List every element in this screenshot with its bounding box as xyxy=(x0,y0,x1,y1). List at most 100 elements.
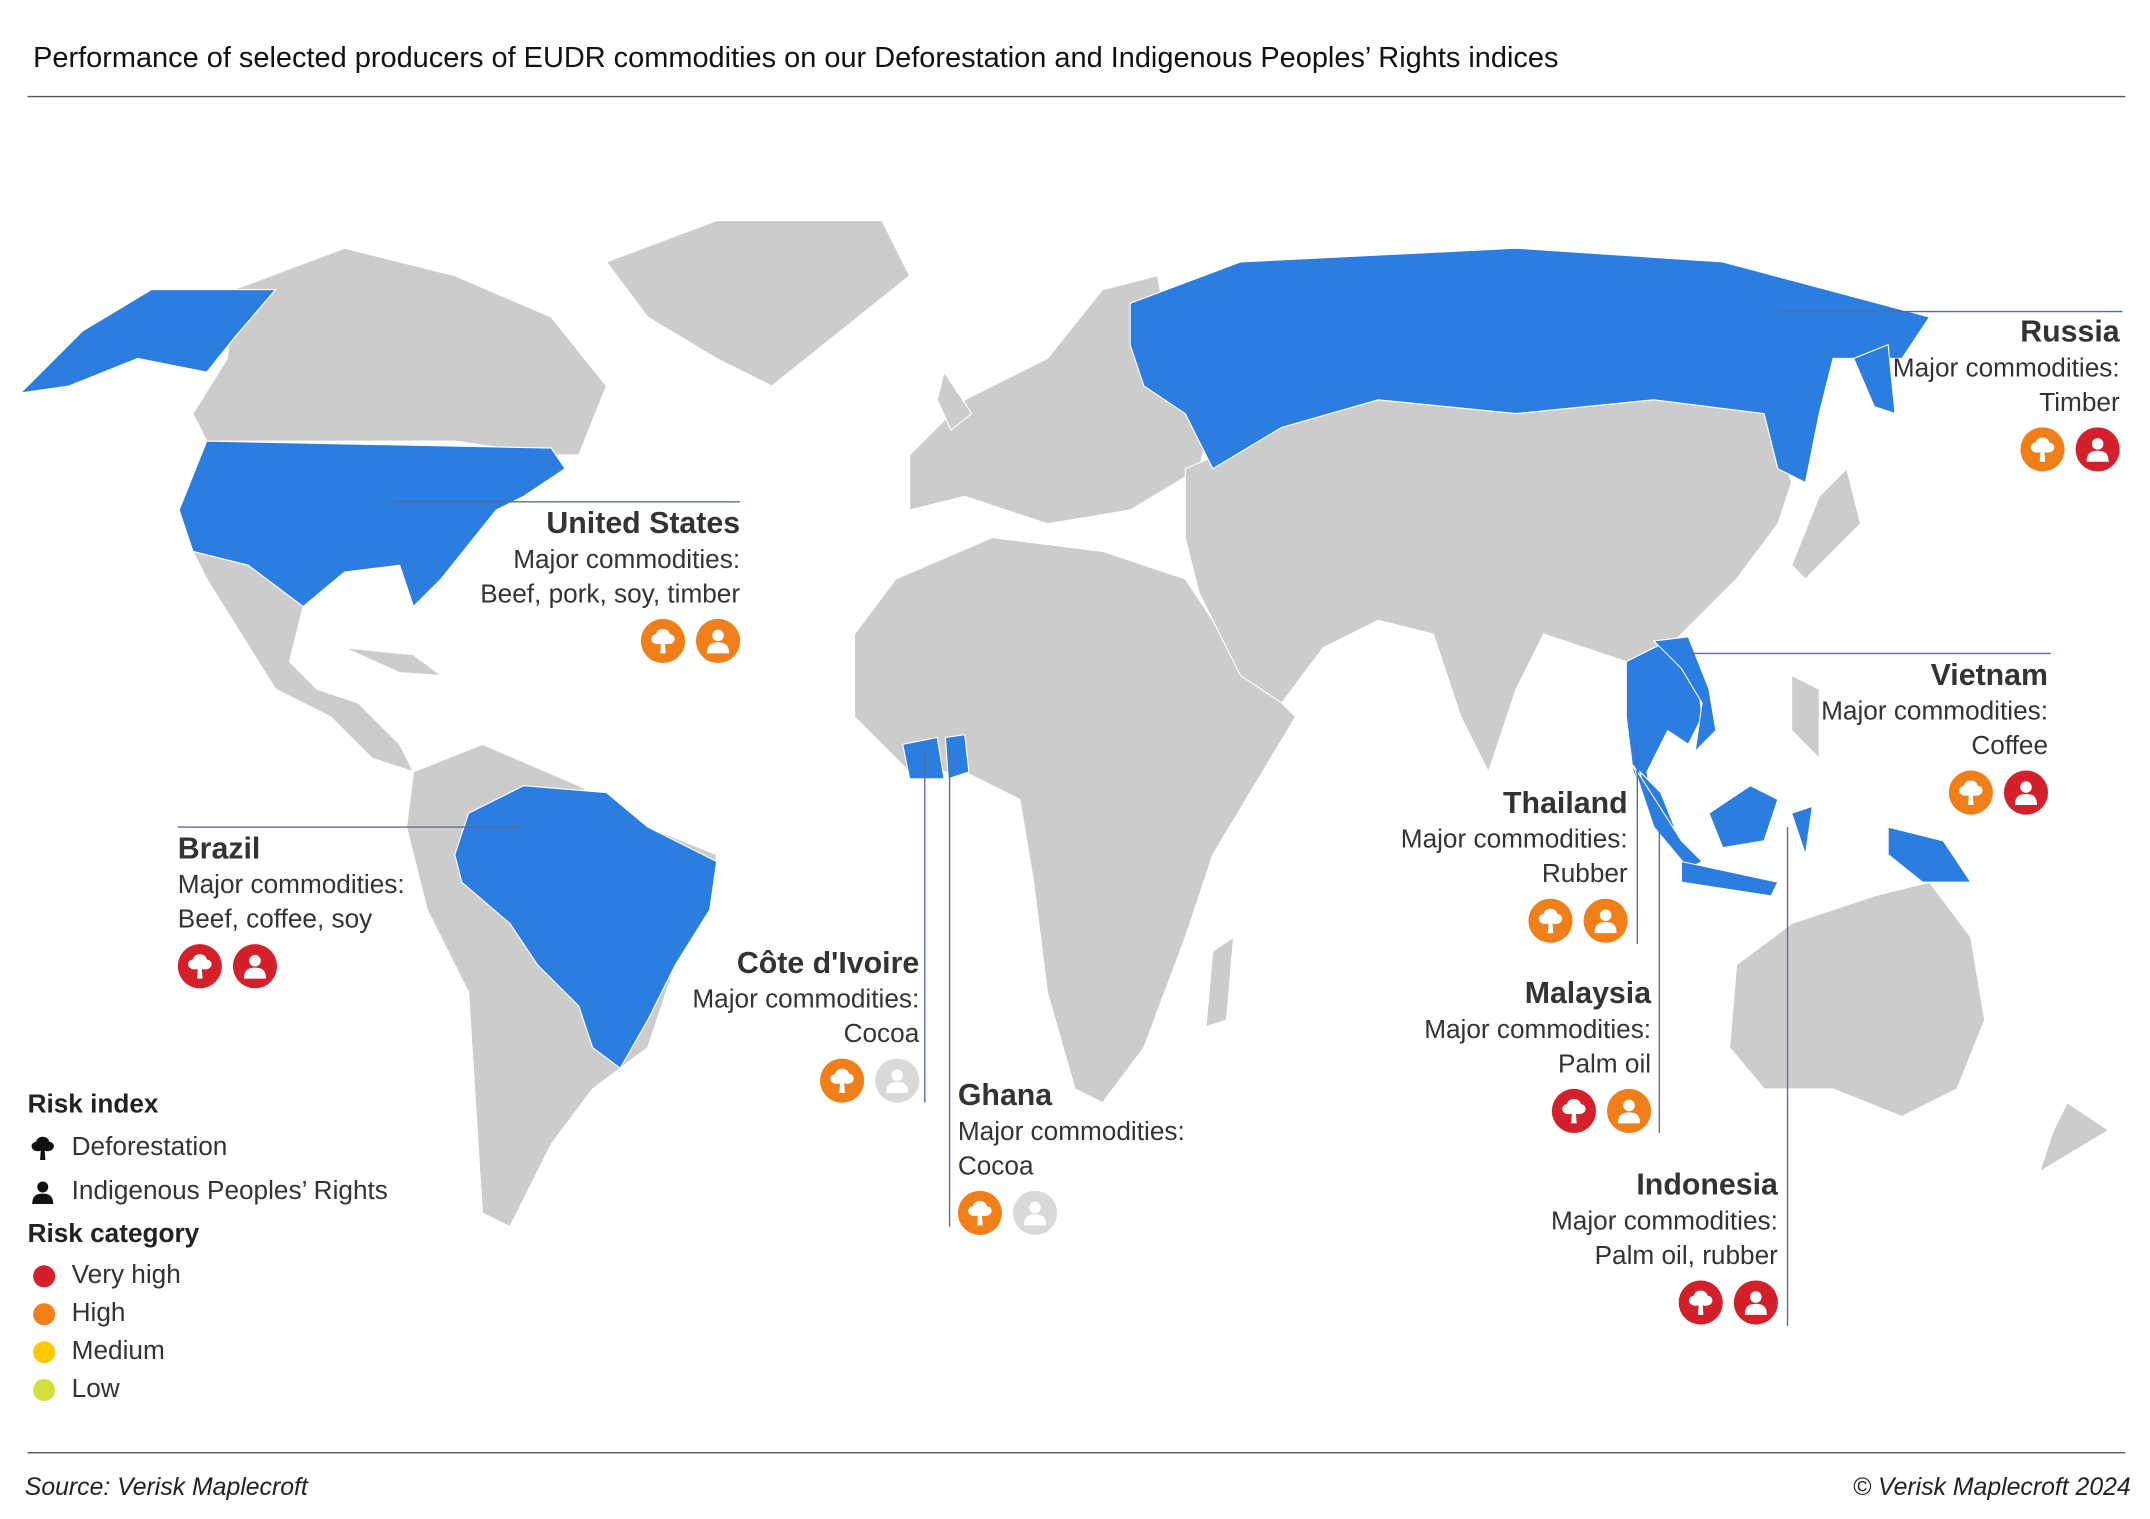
person-body xyxy=(1618,1112,1641,1124)
person-body xyxy=(1594,922,1617,934)
ghana xyxy=(944,734,970,780)
commodities: Palm oil, rubber xyxy=(1595,1240,1779,1270)
indigenous-rights-risk-icon xyxy=(1583,898,1628,943)
borneo xyxy=(1708,785,1779,849)
country-name: Brazil xyxy=(178,832,261,865)
commodities-label: Major commodities: xyxy=(1424,1014,1651,1044)
commodities-label: Major commodities: xyxy=(1551,1205,1778,1235)
callout: Brazil Major commodities: Beef, coffee, so… xyxy=(177,826,524,989)
commodities: Timber xyxy=(2039,387,2120,417)
person-head xyxy=(1623,1099,1635,1112)
indigenous-rights-risk-icon xyxy=(1733,1280,1778,1325)
indigenous-rights-risk-icon xyxy=(2003,770,2049,815)
person-body xyxy=(1024,1214,1047,1226)
callout: United States Major commodities: Beef, por… xyxy=(392,501,741,664)
legend-swatch xyxy=(33,1379,56,1402)
commodities: Cocoa xyxy=(958,1150,1034,1180)
person-body xyxy=(886,1082,909,1094)
indigenous-rights-risk-icon xyxy=(875,1058,920,1103)
africa xyxy=(853,537,1297,1104)
commodities: Beef, coffee, soy xyxy=(178,904,373,934)
deforestation-risk-icon xyxy=(820,1058,865,1103)
legend-index-label: Deforestation xyxy=(72,1131,228,1161)
person-head xyxy=(37,1181,49,1193)
person-body xyxy=(2086,450,2109,462)
title: Performance of selected producers of EUD… xyxy=(33,42,1558,74)
deforestation-risk-icon xyxy=(2020,427,2065,472)
deforestation-risk-icon xyxy=(177,944,222,989)
person-head xyxy=(1750,1291,1762,1303)
indigenous-rights-risk-icon xyxy=(2075,427,2120,472)
person-body xyxy=(32,1193,54,1205)
person-head xyxy=(1029,1201,1041,1214)
country-name: Côte d'Ivoire xyxy=(737,947,919,980)
sulawesi xyxy=(1790,805,1814,855)
person-body xyxy=(707,642,730,654)
commodities: Beef, pork, soy, timber xyxy=(480,578,740,608)
tree-glyph xyxy=(2030,437,2055,462)
indigenous-rights-risk-icon xyxy=(1606,1088,1652,1133)
legend-index-label: Indigenous Peoples’ Rights xyxy=(72,1175,388,1205)
kamchatka xyxy=(1852,343,1896,415)
tree-glyph xyxy=(188,954,212,979)
cote-divoire xyxy=(902,736,945,780)
commodities-label: Major commodities: xyxy=(1401,824,1628,854)
legend-index-title: Risk index xyxy=(28,1088,159,1118)
commodities-label: Major commodities: xyxy=(692,984,919,1014)
source: Source: Verisk Maplecroft xyxy=(25,1474,309,1501)
person-head xyxy=(2020,781,2032,793)
brazil xyxy=(454,785,718,1070)
world-map xyxy=(19,220,2110,1228)
indigenous-rights-risk-icon xyxy=(1012,1190,1058,1235)
commodities-label: Major commodities: xyxy=(958,1116,1185,1146)
commodities: Palm oil xyxy=(1558,1048,1651,1078)
java xyxy=(1680,860,1779,897)
legend-swatch xyxy=(33,1303,56,1326)
united-states xyxy=(178,440,566,608)
japan xyxy=(1791,467,1862,580)
tree-glyph xyxy=(1562,1098,1586,1124)
alaska xyxy=(19,288,277,394)
country-name: Thailand xyxy=(1503,787,1628,820)
tree-glyph xyxy=(968,1200,992,1226)
canada xyxy=(192,247,608,456)
person-head xyxy=(712,629,724,642)
legend-category-title: Risk category xyxy=(28,1218,200,1248)
legend-category-label: High xyxy=(72,1297,126,1327)
deforestation-risk-icon xyxy=(1948,770,1993,815)
tree-glyph xyxy=(651,628,675,654)
person-head xyxy=(891,1069,903,1081)
commodities: Rubber xyxy=(1542,858,1628,888)
copyright: © Verisk Maplecroft 2024 xyxy=(1853,1474,2131,1501)
deforestation-risk-icon xyxy=(1528,898,1573,943)
philippines xyxy=(1791,674,1820,760)
legend-category-label: Very high xyxy=(72,1259,181,1289)
callout: Ghana Major commodities: Cocoa xyxy=(948,751,1185,1235)
deforestation-risk-icon xyxy=(957,1190,1002,1235)
legend-swatch xyxy=(33,1265,56,1288)
commodities: Coffee xyxy=(1971,730,2048,760)
russia xyxy=(1129,247,1931,484)
legend-swatch xyxy=(33,1341,56,1364)
callout: Malaysia Major commodities: Palm oil xyxy=(1424,827,1661,1133)
country-name: Russia xyxy=(2020,316,2121,349)
greenland xyxy=(605,220,911,387)
indigenous-rights-risk-icon xyxy=(695,618,741,664)
country-name: Indonesia xyxy=(1636,1169,1779,1202)
commodities-label: Major commodities: xyxy=(178,869,405,899)
tree-glyph xyxy=(1688,1290,1713,1315)
country-name: United States xyxy=(546,507,740,540)
central-america xyxy=(191,550,415,773)
vietnam xyxy=(1652,636,1717,753)
callout: Vietnam Major commodities: Coffee xyxy=(1688,652,2051,815)
legend-category-label: Low xyxy=(72,1373,120,1403)
tree-glyph xyxy=(1538,908,1563,934)
papua xyxy=(1887,826,1972,883)
commodities-label: Major commodities: xyxy=(1821,696,2048,726)
tree-glyph xyxy=(31,1136,54,1160)
